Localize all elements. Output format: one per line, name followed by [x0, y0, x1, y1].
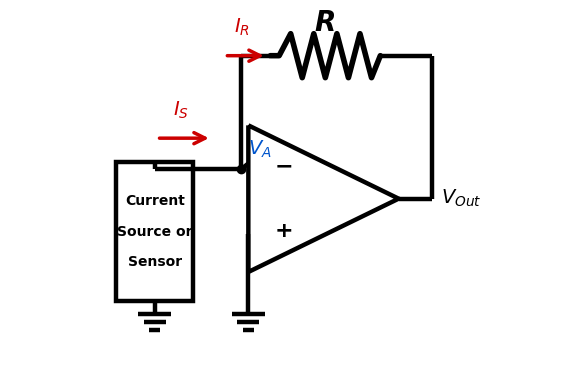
Text: Current: Current — [125, 194, 185, 208]
Text: $V_A$: $V_A$ — [247, 138, 271, 160]
Text: −: − — [274, 156, 293, 176]
Text: $V_{Out}$: $V_{Out}$ — [441, 188, 481, 209]
Text: Sensor: Sensor — [128, 255, 182, 269]
Text: Source or: Source or — [117, 224, 193, 239]
Text: $I_S$: $I_S$ — [173, 99, 189, 121]
Bar — [116, 162, 193, 301]
Text: $I_R$: $I_R$ — [234, 17, 250, 38]
Text: R: R — [315, 9, 336, 37]
Text: +: + — [274, 221, 293, 241]
